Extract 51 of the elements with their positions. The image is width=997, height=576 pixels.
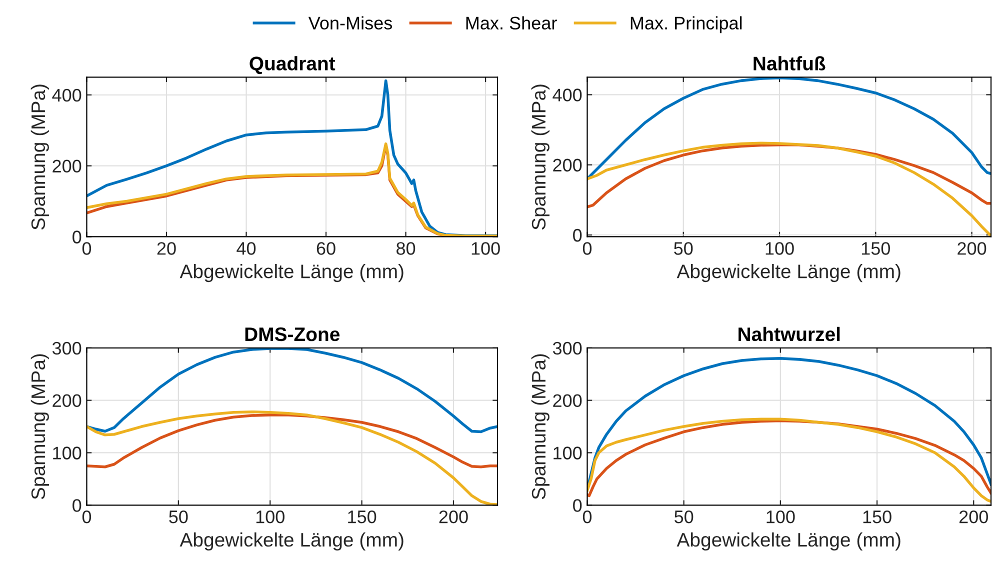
chart-title: Nahtfuß <box>754 56 826 70</box>
x-tick-label: 100 <box>472 242 500 255</box>
x-tick-label: 150 <box>348 510 376 524</box>
x-tick-label: 150 <box>862 242 890 255</box>
x-tick-label: 150 <box>863 510 892 524</box>
y-tick-label: 400 <box>52 88 82 102</box>
y-tick-label: 100 <box>554 446 582 460</box>
y-tick-label: 200 <box>553 158 582 172</box>
x-tick-label: 0 <box>582 242 592 255</box>
y-axis-title: Spannung (MPa) <box>30 354 49 500</box>
x-tick-label: 60 <box>316 242 336 255</box>
y-tick-label: 200 <box>553 394 582 408</box>
chart-title: Quadrant <box>250 56 336 74</box>
y-tick-label: 300 <box>552 342 582 355</box>
x-tick-label: 50 <box>169 510 188 524</box>
y-tick-label: 0 <box>573 228 582 242</box>
x-tick-label: 200 <box>959 510 988 524</box>
x-tick-label: 100 <box>766 510 795 524</box>
x-tick-label: 80 <box>396 242 416 255</box>
y-axis-title: Spannung (MPa) <box>531 354 550 500</box>
x-tick-label: 200 <box>958 242 986 255</box>
x-axis-title: Abgewickelte Länge (mm) <box>676 532 900 551</box>
y-tick-label: 400 <box>552 88 582 102</box>
y-tick-label: 0 <box>573 499 582 512</box>
x-tick-label: 100 <box>766 242 794 255</box>
x-tick-label: 0 <box>582 510 592 524</box>
x-tick-label: 100 <box>256 510 284 524</box>
line-series <box>86 414 498 468</box>
x-tick-label: 50 <box>674 510 694 524</box>
y-tick-label: 100 <box>53 446 82 460</box>
y-axis-title: Spannung (MPa) <box>531 84 550 230</box>
y-axis-title: Spannung (MPa) <box>30 84 49 230</box>
y-tick-label: 0 <box>72 230 82 244</box>
x-tick-label: 40 <box>236 242 256 255</box>
x-tick-label: 50 <box>674 242 693 255</box>
legend-label: Von-Mises <box>308 16 392 30</box>
x-axis-title: Abgewickelte Länge (mm) <box>180 532 404 551</box>
y-tick-label: 300 <box>52 342 82 355</box>
chart-title: DMS-Zone <box>245 327 340 342</box>
x-tick-label: 200 <box>439 510 468 524</box>
x-axis-title: Abgewickelte Länge (mm) <box>180 264 404 282</box>
y-tick-label: 0 <box>72 499 82 512</box>
chart-title: Nahtwurzel <box>738 326 840 342</box>
x-tick-label: 0 <box>82 242 92 255</box>
y-tick-label: 200 <box>52 394 82 408</box>
legend-label: Max. Principal <box>630 16 742 34</box>
x-axis-title: Abgewickelte Länge (mm) <box>676 264 900 282</box>
y-tick-label: 200 <box>52 160 82 173</box>
x-tick-label: 20 <box>157 242 176 255</box>
x-tick-label: 0 <box>82 510 92 524</box>
legend-label: Max. Shear <box>466 16 557 30</box>
